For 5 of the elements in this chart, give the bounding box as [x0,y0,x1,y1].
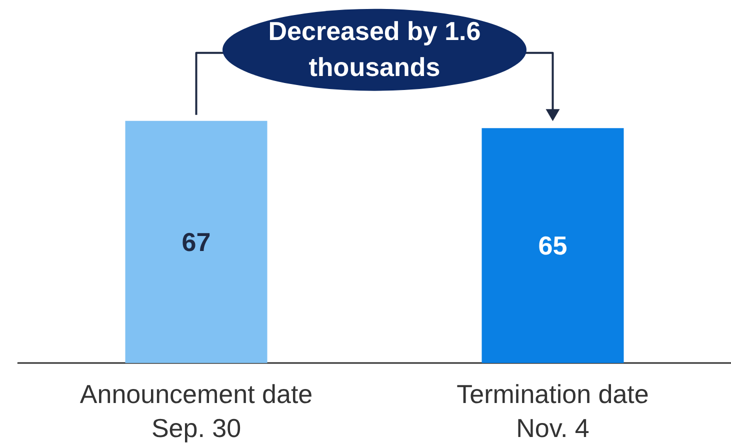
data-label: 67 [182,226,211,257]
x-tick-label: Announcement date Sep. 30 [80,379,313,443]
data-label: 65 [538,230,568,261]
text: Decreased by 1.6 thousands [267,14,482,84]
x-tick-label: Termination date Nov. 4 [456,379,649,443]
